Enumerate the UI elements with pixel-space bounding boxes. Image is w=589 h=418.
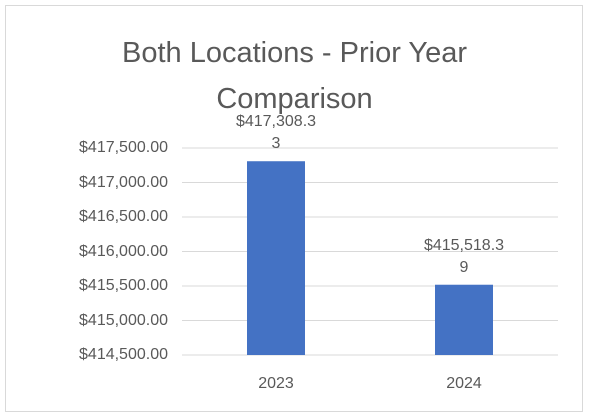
x-tick-label: 2024: [446, 375, 482, 392]
y-tick-label: $416,500.00: [79, 208, 168, 225]
y-tick-label: $415,500.00: [79, 277, 168, 294]
y-tick-label: $416,000.00: [79, 242, 168, 260]
data-label: $415,518.39: [423, 236, 505, 276]
data-label: $417,308.33: [235, 113, 317, 153]
bar: [435, 284, 493, 355]
y-tick-label: $414,500.00: [79, 346, 168, 363]
x-tick-label: 2023: [258, 375, 294, 392]
y-tick-label: $415,000.00: [79, 311, 168, 329]
y-tick-label: $417,000.00: [79, 173, 168, 191]
chart-title: Both Locations - Prior Year Comparison: [122, 37, 467, 115]
bar: [247, 161, 305, 355]
y-tick-label: $417,500.00: [79, 139, 168, 156]
